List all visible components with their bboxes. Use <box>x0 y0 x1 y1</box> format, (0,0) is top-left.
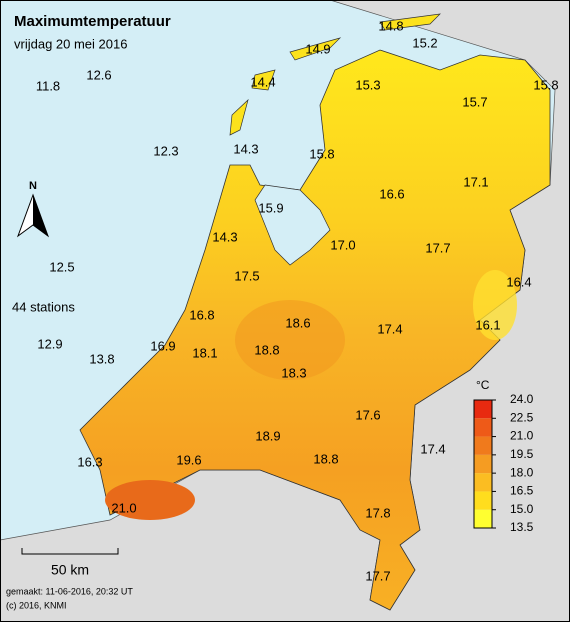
legend-tick-label: 18.0 <box>510 465 534 479</box>
station-value: 17.7 <box>425 240 450 255</box>
station-value: 14.3 <box>212 229 237 244</box>
station-value: 19.6 <box>176 452 201 467</box>
station-value: 18.8 <box>254 342 279 357</box>
station-value: 15.9 <box>258 200 283 215</box>
north-arrow-half <box>33 195 48 236</box>
legend-frame <box>473 399 493 529</box>
station-value: 12.5 <box>49 259 74 274</box>
legend-unit: °C <box>476 378 490 392</box>
station-value: 16.6 <box>379 186 404 201</box>
station-value: 14.4 <box>250 74 275 89</box>
stations-count: 44 stations <box>12 299 75 314</box>
legend-tick-label: 22.5 <box>510 410 534 424</box>
station-value: 16.9 <box>150 338 175 353</box>
station-value: 17.0 <box>330 237 355 252</box>
footer-made: gemaakt: 11-06-2016, 20:32 UT <box>6 586 133 596</box>
north-label: N <box>29 180 37 192</box>
station-value: 17.5 <box>234 268 259 283</box>
legend-tick-label: 19.5 <box>510 447 534 461</box>
station-value: 21.0 <box>111 500 136 515</box>
station-value: 18.6 <box>285 315 310 330</box>
station-value: 14.3 <box>233 141 258 156</box>
station-value: 18.3 <box>281 365 306 380</box>
station-value: 17.6 <box>355 407 380 422</box>
legend-band <box>474 473 492 492</box>
station-value: 12.6 <box>86 67 111 82</box>
scale-bar <box>21 548 119 555</box>
station-value: 17.4 <box>420 441 445 456</box>
station-value: 15.3 <box>355 77 380 92</box>
station-value: 17.4 <box>377 321 402 336</box>
legend-band <box>474 436 492 455</box>
scale-label: 50 km <box>51 562 89 578</box>
station-value: 18.1 <box>192 345 217 360</box>
station-value: 15.7 <box>462 94 487 109</box>
station-value: 16.8 <box>189 307 214 322</box>
station-value: 11.8 <box>36 78 60 93</box>
station-value: 16.1 <box>475 317 500 332</box>
station-value: 16.4 <box>506 274 531 289</box>
ijsselmeer <box>254 184 331 266</box>
legend-tick-label: 15.0 <box>510 502 534 516</box>
station-value: 12.3 <box>153 143 178 158</box>
station-value: 16.3 <box>77 454 102 469</box>
legend-band <box>474 491 492 510</box>
hot-zone <box>105 480 195 520</box>
warm-zone <box>235 300 345 380</box>
islands <box>229 13 441 136</box>
legend-tick-label: 21.0 <box>510 429 534 443</box>
station-value: 14.9 <box>305 41 330 56</box>
station-value: 18.8 <box>313 451 338 466</box>
station-value: 13.8 <box>89 351 114 366</box>
legend-tick-label: 24.0 <box>510 392 534 406</box>
station-value: 12.9 <box>37 336 62 351</box>
legend-tick-label: 16.5 <box>510 484 534 498</box>
legend-band <box>474 509 492 528</box>
title: Maximumtemperatuur <box>14 13 171 30</box>
station-value: 18.9 <box>255 428 280 443</box>
station-value: 17.7 <box>365 568 390 583</box>
footer-copy: (c) 2016, KNMI <box>6 600 67 610</box>
legend-tick-label: 13.5 <box>510 520 534 534</box>
cool-zone <box>473 270 517 340</box>
station-value: 17.8 <box>365 505 390 520</box>
legend-band <box>474 454 492 474</box>
legend-band <box>474 418 492 437</box>
station-value: 17.1 <box>463 174 488 189</box>
subtitle: vrijdag 20 mei 2016 <box>14 36 127 51</box>
station-value: 14.8 <box>378 18 403 33</box>
station-value: 15.2 <box>412 35 437 50</box>
station-value: 15.8 <box>533 77 558 92</box>
legend-band <box>474 400 492 419</box>
station-value: 15.8 <box>309 146 334 161</box>
